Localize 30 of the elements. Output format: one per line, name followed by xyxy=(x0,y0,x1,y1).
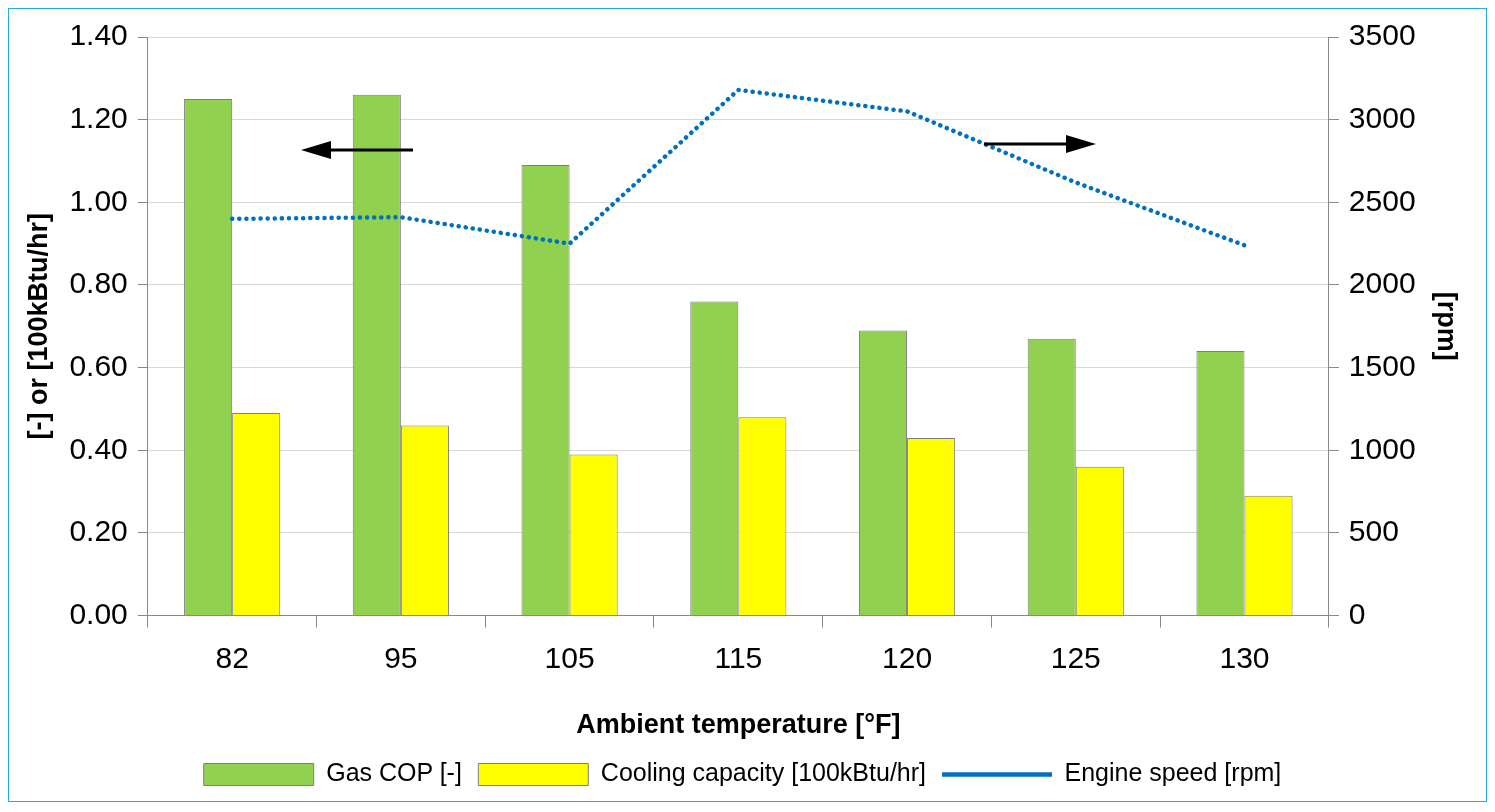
y2-axis-title: [rpm] xyxy=(1432,291,1463,361)
legend-label: Engine speed [rpm] xyxy=(1064,758,1282,787)
x-tick-label: 130 xyxy=(1219,640,1270,674)
y2-tick-label: 1000 xyxy=(1348,431,1416,465)
y2-tick-label: 3000 xyxy=(1348,100,1416,134)
y2-tick-label: 3500 xyxy=(1348,18,1416,52)
x-tick-label: 95 xyxy=(384,640,418,674)
y-tick-label: 1.20 xyxy=(69,100,128,134)
legend-label: Cooling capacity [100kBtu/hr] xyxy=(600,758,927,787)
y2-tick-label: 2000 xyxy=(1348,266,1416,300)
x-axis-title: Ambient temperature [°F] xyxy=(576,709,901,740)
y-tick-label: 1.40 xyxy=(69,18,128,52)
y-tick-label: 1.00 xyxy=(69,183,128,217)
y2-tick-label: 1500 xyxy=(1348,348,1416,382)
y-axis-title: [-] or [100kBtu/hr] xyxy=(22,213,53,440)
y2-tick-label: 500 xyxy=(1348,514,1399,548)
x-tick-label: 120 xyxy=(882,640,933,674)
legend-label: Gas COP [-] xyxy=(326,758,462,787)
y-tick-label: 0.20 xyxy=(69,514,128,548)
y-tick-label: 0.40 xyxy=(69,431,128,465)
x-tick-label: 125 xyxy=(1050,640,1101,674)
y2-tick-label: 0 xyxy=(1348,596,1366,630)
y-tick-label: 0.60 xyxy=(69,348,128,382)
x-tick-label: 82 xyxy=(215,640,249,674)
x-tick-label: 105 xyxy=(544,640,595,674)
x-tick-label: 115 xyxy=(714,640,763,674)
y-tick-label: 0.00 xyxy=(69,596,128,630)
line-series xyxy=(229,87,1247,248)
y-tick-label: 0.80 xyxy=(69,266,128,300)
y2-tick-label: 2500 xyxy=(1348,183,1416,217)
